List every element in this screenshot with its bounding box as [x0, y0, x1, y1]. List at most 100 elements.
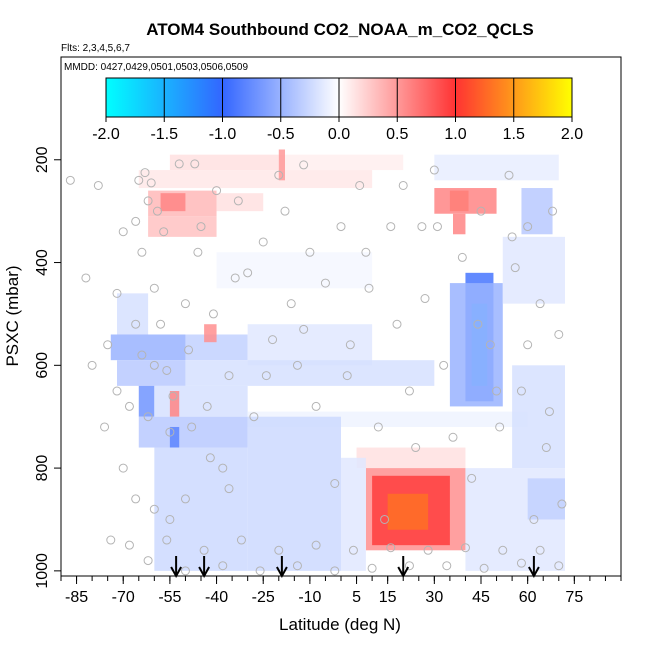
- heatmap-cell: [138, 416, 248, 448]
- observation-point: [417, 222, 427, 232]
- flights-label: Flts: 2,3,4,5,6,7: [61, 43, 130, 54]
- observation-point: [236, 535, 246, 545]
- observation-point: [184, 345, 194, 355]
- observation-point: [180, 299, 190, 309]
- observation-point: [137, 247, 147, 257]
- heatmap-cell: [502, 236, 565, 304]
- colorbar-tick-label: 1.0: [444, 126, 466, 143]
- heatmap-cell: [138, 170, 373, 189]
- heatmap-cell: [434, 154, 559, 181]
- observation-point: [230, 273, 240, 283]
- observation-point: [112, 386, 122, 396]
- observation-point: [442, 561, 452, 571]
- heatmap-cell: [278, 154, 404, 171]
- observation-point: [305, 247, 315, 257]
- observation-point: [165, 427, 175, 437]
- observation-point: [274, 170, 284, 180]
- observation-point: [143, 412, 153, 422]
- heatmap-cell: [160, 193, 186, 212]
- heatmap-cell: [434, 188, 497, 214]
- observation-point: [162, 535, 172, 545]
- heatmap-cell: [247, 416, 341, 571]
- observation-point: [106, 535, 116, 545]
- observation-point: [498, 545, 508, 555]
- heatmap-cell: [512, 365, 565, 469]
- observation-point: [299, 160, 309, 170]
- observation-point: [168, 391, 178, 401]
- observation-point: [118, 463, 128, 473]
- y-tick-label: 400: [34, 249, 51, 276]
- heatmap-cell: [341, 457, 366, 571]
- observation-point: [411, 443, 421, 453]
- heatmap-cell: [154, 447, 248, 571]
- observation-point: [286, 299, 296, 309]
- observation-point: [404, 561, 414, 571]
- observation-point: [81, 273, 91, 283]
- observation-point: [159, 227, 169, 237]
- observation-point: [268, 335, 278, 345]
- observation-point: [342, 371, 352, 381]
- observation-point: [554, 561, 564, 571]
- dates-label: MMDD: 0427,0429,0501,0503,0506,0509: [64, 62, 248, 73]
- observation-point: [243, 268, 253, 278]
- observation-point: [93, 180, 103, 190]
- x-tick-label: -70: [112, 589, 135, 606]
- observation-point: [485, 340, 495, 350]
- observation-point: [180, 494, 190, 504]
- observation-point: [492, 386, 502, 396]
- colorbar-tick-label: -1.0: [209, 126, 237, 143]
- heatmap-cells: [110, 149, 565, 571]
- observation-point: [224, 371, 234, 381]
- observation-point: [364, 283, 374, 293]
- observation-point: [367, 563, 377, 573]
- heatmap-cell: [110, 334, 186, 361]
- observation-point: [476, 206, 486, 216]
- observation-point: [529, 514, 539, 524]
- observation-point: [218, 561, 228, 571]
- observation-point: [460, 543, 470, 553]
- heatmap-cell: [527, 478, 565, 520]
- x-tick-label: 15: [379, 589, 397, 606]
- observation-point: [467, 473, 477, 483]
- observation-point: [516, 386, 526, 396]
- observation-point: [224, 484, 234, 494]
- observation-point: [261, 371, 271, 381]
- observation-point: [162, 365, 172, 375]
- x-tick-label: 30: [425, 589, 443, 606]
- observation-point: [299, 324, 309, 334]
- colorbar-tick-label: 1.5: [503, 126, 525, 143]
- observation-point: [355, 180, 365, 190]
- heatmap-cell: [148, 216, 217, 237]
- observation-point: [320, 278, 330, 288]
- observation-point: [193, 247, 203, 257]
- heatmap-cell: [117, 293, 149, 335]
- colorbar-tick-label: -1.5: [150, 126, 178, 143]
- observation-point: [398, 180, 408, 190]
- observation-point: [311, 540, 321, 550]
- observation-point: [535, 545, 545, 555]
- heatmap-cell: [216, 193, 264, 212]
- observation-point: [311, 401, 321, 411]
- observation-point: [392, 319, 402, 329]
- observation-point: [212, 186, 222, 196]
- heatmap-cell: [247, 324, 373, 366]
- observation-point: [165, 514, 175, 524]
- observation-point: [202, 401, 212, 411]
- observation-point: [87, 360, 97, 370]
- y-axis-label: PSXC (mbar): [3, 265, 22, 366]
- observation-point: [420, 294, 430, 304]
- heatmap-cell: [185, 360, 435, 386]
- observation-point: [535, 299, 545, 309]
- heatmap-cell: [387, 493, 429, 530]
- observation-point: [149, 360, 159, 370]
- x-tick-label: 5: [352, 589, 361, 606]
- heatmap-cell: [169, 154, 279, 171]
- colorbar-tick-label: -0.5: [267, 126, 295, 143]
- heatmap-cell: [169, 426, 180, 448]
- observation-point: [510, 263, 520, 273]
- observation-point: [544, 407, 554, 417]
- observation-point: [205, 453, 215, 463]
- observation-point: [143, 196, 153, 206]
- x-tick-label: 60: [519, 589, 537, 606]
- observation-point: [65, 175, 75, 185]
